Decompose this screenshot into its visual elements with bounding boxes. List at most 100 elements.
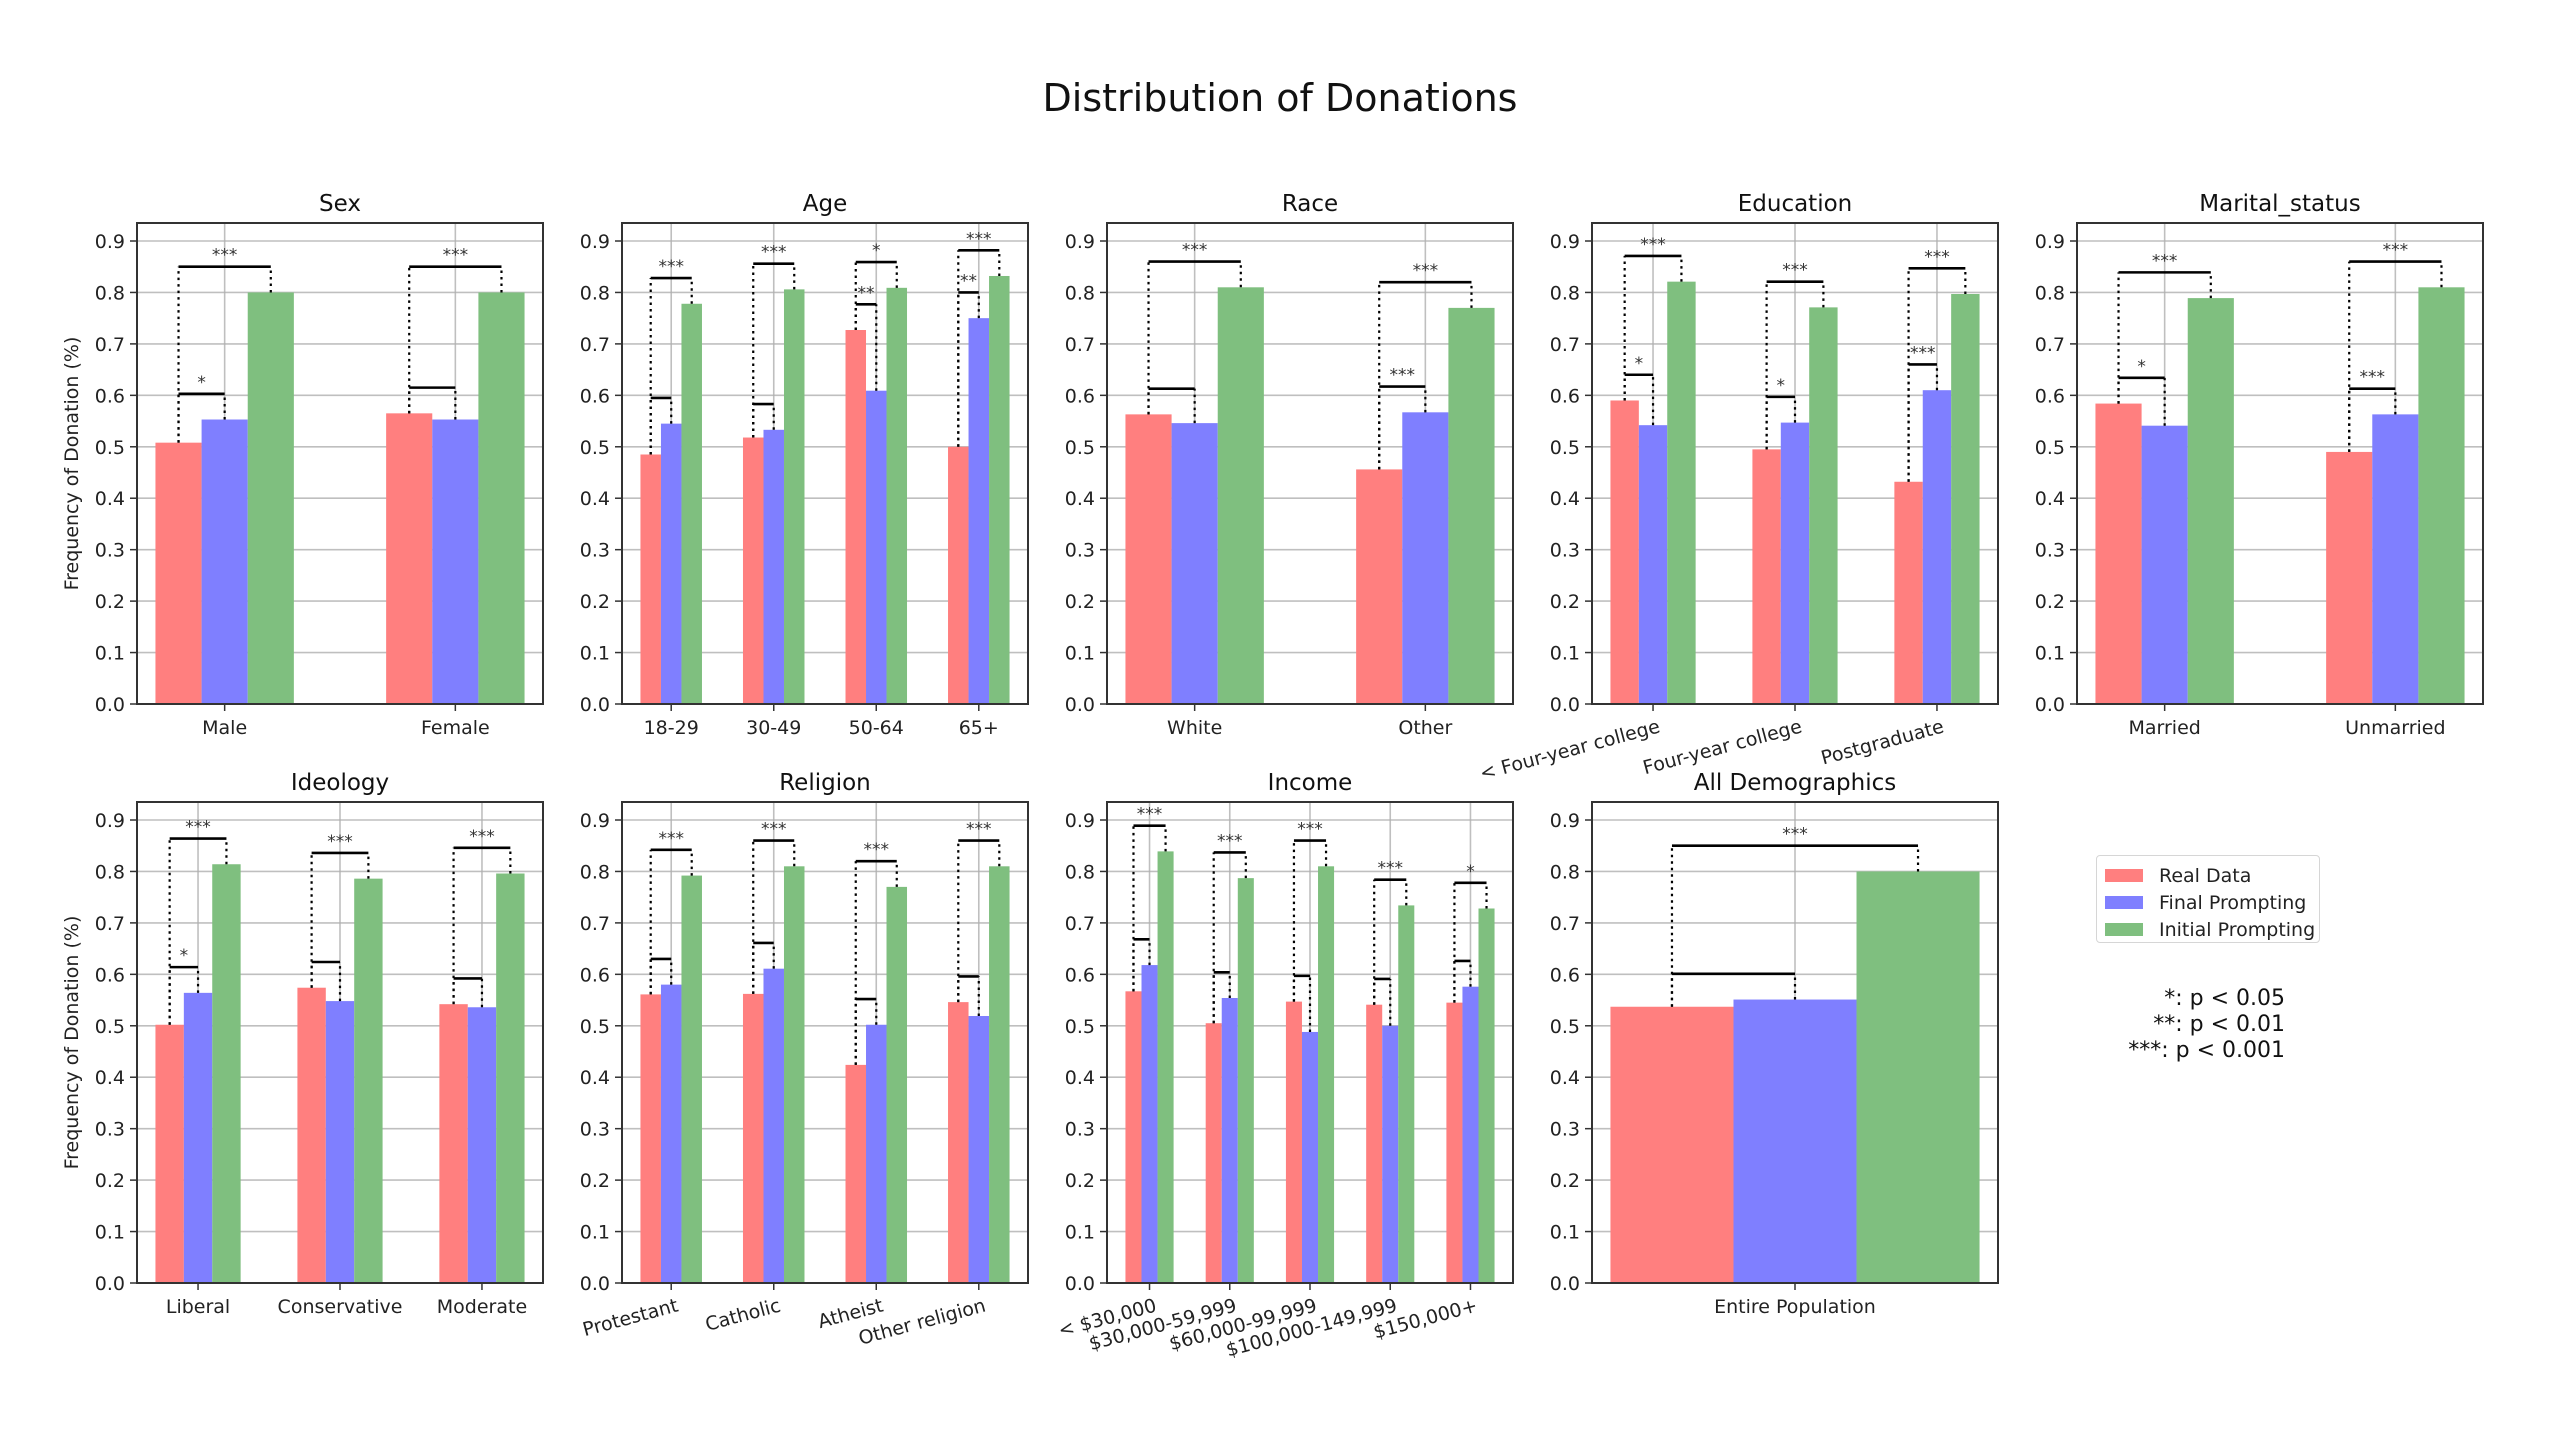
sig-legend-3: ***: p < 0.001 bbox=[2128, 1038, 2285, 1063]
bar-real-data bbox=[297, 987, 326, 1283]
ytick-label: 0.3 bbox=[95, 540, 125, 562]
bar-final-prompting bbox=[1301, 1031, 1319, 1283]
ytick-label: 0.0 bbox=[1550, 694, 1580, 716]
y-axis-label: Frequency of Donation (%) bbox=[61, 916, 83, 1170]
ytick-label: 0.0 bbox=[2035, 694, 2065, 716]
ytick-label: 0.7 bbox=[580, 913, 610, 935]
sig-bracket-real-initial-label: * bbox=[1466, 862, 1475, 882]
bar-final-prompting bbox=[866, 1024, 887, 1283]
bar-real-data bbox=[439, 1004, 468, 1283]
bar-initial-prompting bbox=[886, 886, 908, 1283]
sig-bracket-real-initial-label: *** bbox=[1640, 235, 1666, 255]
sig-bracket-real-initial-label: *** bbox=[658, 829, 684, 849]
xtick-label: 18-29 bbox=[644, 717, 699, 739]
bar-final-prompting bbox=[1402, 412, 1449, 704]
bar-initial-prompting bbox=[354, 878, 383, 1283]
sig-bracket-real-final-label: * bbox=[2137, 357, 2146, 377]
axes-frame bbox=[621, 222, 1029, 705]
ytick-label: 0.0 bbox=[580, 694, 610, 716]
ytick-label: 0.1 bbox=[1065, 1222, 1095, 1244]
sig-bracket-real-initial-label: *** bbox=[1217, 831, 1243, 851]
xtick-label: Liberal bbox=[166, 1296, 230, 1318]
ytick-label: 0.2 bbox=[1550, 1170, 1580, 1192]
bar-final-prompting bbox=[1780, 422, 1810, 704]
ytick-label: 0.4 bbox=[2035, 488, 2065, 510]
panel-title: Age bbox=[803, 191, 847, 217]
ytick-label: 0.0 bbox=[580, 1273, 610, 1295]
bar-real-data bbox=[155, 442, 202, 704]
bar-real-data bbox=[742, 993, 764, 1283]
bar-final-prompting bbox=[183, 992, 213, 1283]
ytick-label: 0.4 bbox=[95, 488, 125, 510]
sig-bracket-real-initial-label: *** bbox=[864, 840, 890, 860]
bar-final-prompting bbox=[1733, 999, 1857, 1283]
panel-income: 0.00.10.20.30.40.50.60.70.80.9 **********… bbox=[1056, 770, 1514, 1361]
ytick-label: 0.6 bbox=[1550, 964, 1580, 986]
sig-bracket-real-initial-label: *** bbox=[966, 229, 992, 249]
ytick-label: 0.7 bbox=[1550, 913, 1580, 935]
figure-title: Distribution of Donations bbox=[1042, 76, 1518, 120]
ytick-label: 0.5 bbox=[95, 437, 125, 459]
bar-final-prompting bbox=[763, 429, 784, 704]
bar-final-prompting bbox=[660, 423, 682, 704]
bar-initial-prompting bbox=[783, 289, 805, 704]
bar-initial-prompting bbox=[1157, 851, 1174, 1283]
panel-religion: 0.0 0.1 0.2 0.3 0.4 0.5 0.6 0.7 0.8 0.9 *** *** *** *… bbox=[580, 770, 1029, 1350]
ytick-label: 0.5 bbox=[95, 1016, 125, 1038]
xtick-label: Protestant bbox=[580, 1295, 680, 1342]
ytick-label: 0.3 bbox=[580, 540, 610, 562]
ytick-label: 0.7 bbox=[95, 334, 125, 356]
bar-real-data bbox=[1610, 400, 1639, 704]
ytick-label: 0.7 bbox=[1065, 913, 1095, 935]
axes-frame bbox=[2076, 222, 2484, 705]
sig-bracket-real-final-label: *** bbox=[1390, 366, 1416, 386]
sig-bracket-real-final-label: *** bbox=[2360, 368, 2386, 388]
ytick-label: 0.0 bbox=[95, 1273, 125, 1295]
sig-bracket-real-initial-label: *** bbox=[1297, 820, 1323, 840]
ytick-label: 0.1 bbox=[1065, 643, 1095, 665]
bar-final-prompting bbox=[763, 968, 784, 1283]
ytick-label: 0.5 bbox=[1065, 1016, 1095, 1038]
xtick-label: Male bbox=[202, 717, 247, 739]
bar-initial-prompting bbox=[1318, 866, 1335, 1283]
ytick-label: 0.2 bbox=[1065, 1170, 1095, 1192]
bar-real-data bbox=[845, 1064, 867, 1283]
axes-frame bbox=[621, 801, 1029, 1284]
ytick-label: 0.8 bbox=[95, 861, 125, 883]
xtick-label: Conservative bbox=[278, 1296, 403, 1318]
bar-real-data bbox=[640, 994, 661, 1283]
ytick-label: 0.8 bbox=[1065, 861, 1095, 883]
sig-bracket-real-initial-label: *** bbox=[443, 246, 469, 266]
sig-bracket-real-initial-label: *** bbox=[1413, 261, 1439, 281]
ytick-label: 0.8 bbox=[95, 282, 125, 304]
bar-final-prompting bbox=[968, 318, 990, 704]
legend-item-final-prompting: Final Prompting bbox=[2105, 889, 2319, 916]
axes-frame bbox=[1106, 222, 1514, 705]
bar-final-prompting bbox=[2141, 425, 2188, 704]
ytick-label: 0.6 bbox=[95, 964, 125, 986]
legend-item-initial-prompting: Initial Prompting bbox=[2105, 916, 2319, 943]
ytick-label: 0.4 bbox=[580, 1067, 610, 1089]
ytick-label: 0.6 bbox=[580, 385, 610, 407]
sig-bracket-real-initial-label: *** bbox=[1924, 247, 1950, 267]
ytick-label: 0.4 bbox=[1550, 488, 1580, 510]
ytick-label: 0.0 bbox=[1065, 1273, 1095, 1295]
panel-title: Education bbox=[1738, 191, 1853, 217]
xtick-label: Catholic bbox=[703, 1295, 783, 1336]
ytick-label: 0.7 bbox=[95, 913, 125, 935]
ytick-label: 0.3 bbox=[1065, 1119, 1095, 1141]
ytick-label: 0.5 bbox=[1550, 437, 1580, 459]
bar-initial-prompting bbox=[478, 292, 525, 704]
bar-initial-prompting bbox=[989, 866, 1010, 1283]
ytick-label: 0.6 bbox=[580, 964, 610, 986]
ytick-label: 0.7 bbox=[2035, 334, 2065, 356]
ytick-label: 0.8 bbox=[1550, 282, 1580, 304]
legend: Real Data Final Prompting Initial Prompt… bbox=[2096, 855, 2320, 943]
panel-education: 0.00.10.20.30.40.50.60.70.80.9 **********… bbox=[1477, 191, 1999, 785]
ytick-label: 0.2 bbox=[1550, 591, 1580, 613]
bar-initial-prompting bbox=[783, 866, 805, 1283]
ytick-label: 0.9 bbox=[580, 810, 610, 832]
bar-final-prompting bbox=[866, 390, 887, 704]
bar-real-data bbox=[742, 437, 764, 704]
bar-initial-prompting bbox=[1809, 307, 1838, 704]
